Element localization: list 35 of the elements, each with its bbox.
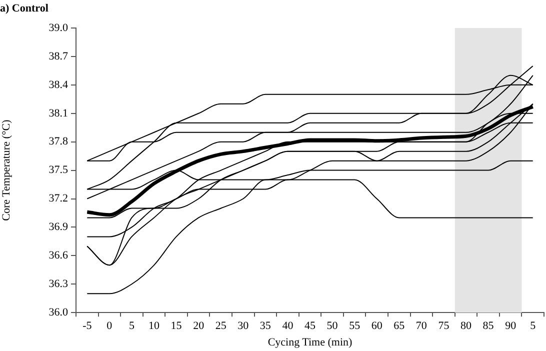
x-tick-label: 5 — [530, 320, 536, 332]
y-tick-label: 39.0 — [48, 22, 68, 34]
y-tick-label: 36.3 — [48, 278, 68, 290]
x-tick-label: 35 — [260, 320, 272, 332]
x-axis-title: Cycing Time (min) — [268, 336, 353, 348]
x-tick-label: 75 — [438, 320, 450, 332]
y-tick-label: 37.5 — [48, 164, 68, 176]
x-tick-label: 90 — [505, 320, 517, 332]
y-axis-title: Core Temperature (°C) — [0, 119, 12, 221]
x-tick-label: 40 — [282, 320, 294, 332]
y-tick-label: 36.0 — [48, 306, 68, 318]
x-tick-label: 45 — [304, 320, 316, 332]
x-tick-label: -5 — [82, 320, 92, 332]
x-tick-label: 10 — [148, 320, 160, 332]
x-tick-label: 5 — [128, 320, 135, 332]
x-tick-label: 70 — [416, 320, 428, 332]
y-tick-label: 38.4 — [48, 78, 68, 91]
chart-title: a) Control — [0, 2, 48, 14]
y-tick-label: 36.6 — [48, 250, 68, 262]
x-tick-label: 60 — [371, 320, 383, 332]
y-tick-label: 37.2 — [48, 192, 68, 205]
x-tick-label: 25 — [215, 320, 227, 332]
x-tick-label: 15 — [170, 320, 182, 332]
y-tick-label: 36.9 — [48, 221, 68, 234]
x-tick-label: 85 — [482, 320, 494, 332]
x-tick-label: 55 — [349, 320, 361, 332]
x-tick-label: 30 — [238, 320, 250, 332]
x-tick-label: 0 — [106, 320, 113, 332]
y-tick-label: 37.8 — [48, 136, 68, 148]
x-tick-label: 65 — [394, 320, 406, 332]
x-tick-label: 20 — [193, 320, 205, 332]
y-tick-label: 38.7 — [48, 50, 68, 62]
x-tick-label: 80 — [460, 320, 472, 332]
x-tick-label: 50 — [326, 320, 338, 332]
y-tick-label: 38.1 — [48, 107, 68, 120]
